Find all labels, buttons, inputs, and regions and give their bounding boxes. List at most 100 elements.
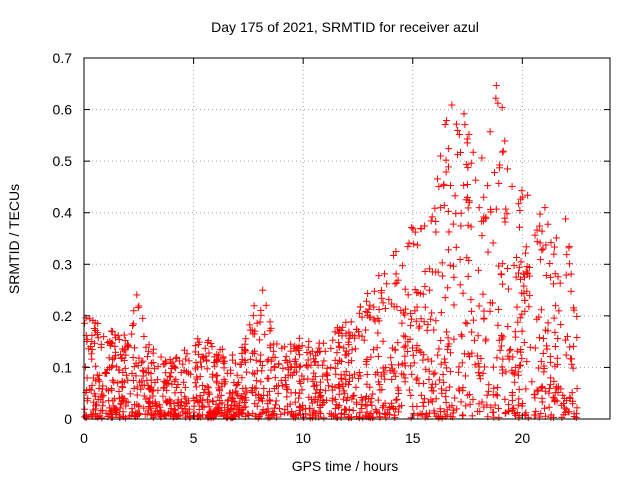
data-point <box>431 409 439 417</box>
data-point <box>511 328 519 336</box>
data-point <box>374 352 382 360</box>
data-point <box>323 376 331 384</box>
data-point <box>535 364 543 372</box>
data-point <box>172 364 180 372</box>
data-point <box>375 317 383 325</box>
data-point <box>221 357 229 365</box>
data-point <box>390 303 398 311</box>
data-point <box>376 413 384 421</box>
data-point <box>94 334 102 342</box>
data-point <box>550 377 558 385</box>
data-point <box>460 110 468 118</box>
data-point <box>551 270 559 278</box>
data-point <box>122 371 130 379</box>
data-point <box>102 409 110 417</box>
data-point <box>466 400 474 408</box>
data-point <box>419 290 427 298</box>
data-point <box>157 408 165 416</box>
data-point <box>189 394 197 402</box>
data-point <box>567 287 575 295</box>
data-point <box>345 341 353 349</box>
data-point <box>212 412 220 420</box>
data-point <box>290 369 298 377</box>
data-point <box>388 375 396 383</box>
data-point <box>238 374 246 382</box>
data-point <box>88 331 96 339</box>
data-point <box>464 164 472 172</box>
data-point <box>143 353 151 361</box>
data-point <box>442 168 450 176</box>
data-point <box>469 148 477 156</box>
data-point <box>180 346 188 354</box>
data-point <box>212 377 220 385</box>
data-point <box>424 355 432 363</box>
data-point <box>414 411 422 419</box>
data-point <box>134 304 142 312</box>
data-point <box>518 289 526 297</box>
data-point <box>420 380 428 388</box>
data-point <box>541 204 549 212</box>
data-point <box>509 369 517 377</box>
data-point <box>94 376 102 384</box>
data-point <box>360 336 368 344</box>
data-point <box>232 387 240 395</box>
data-point <box>570 410 578 418</box>
data-point <box>229 356 237 364</box>
data-point <box>451 394 459 402</box>
data-point <box>435 183 443 191</box>
data-point <box>514 368 522 376</box>
data-point <box>133 291 141 299</box>
data-point <box>266 318 274 326</box>
data-point <box>161 378 169 386</box>
data-point <box>386 411 394 419</box>
data-point <box>83 374 91 382</box>
data-point <box>546 381 554 389</box>
data-point <box>170 363 178 371</box>
data-point <box>440 408 448 416</box>
data-point <box>428 398 436 406</box>
data-point <box>520 338 528 346</box>
data-point <box>551 396 559 404</box>
data-point <box>250 350 258 358</box>
data-point <box>551 343 559 351</box>
data-point <box>501 218 509 226</box>
data-point <box>562 271 570 279</box>
data-point <box>379 337 387 345</box>
data-point <box>417 315 425 323</box>
data-point <box>237 394 245 402</box>
data-point <box>509 353 517 361</box>
data-point <box>526 292 534 300</box>
data-point <box>99 385 107 393</box>
data-point <box>348 357 356 365</box>
data-point <box>467 223 475 231</box>
data-point <box>233 381 241 389</box>
data-point <box>165 379 173 387</box>
data-point <box>521 249 529 257</box>
data-point <box>331 383 339 391</box>
data-point <box>272 397 280 405</box>
data-point <box>452 243 460 251</box>
data-point <box>135 302 143 310</box>
data-point <box>463 193 471 201</box>
data-point <box>480 363 488 371</box>
data-point <box>143 410 151 418</box>
data-point <box>266 341 274 349</box>
data-point <box>445 145 453 153</box>
data-point <box>173 383 181 391</box>
data-point <box>112 348 120 356</box>
data-point <box>213 357 221 365</box>
data-point <box>415 346 423 354</box>
data-point <box>483 391 491 399</box>
data-point <box>449 409 457 417</box>
data-point <box>353 325 361 333</box>
data-point <box>117 351 125 359</box>
data-point <box>421 267 429 275</box>
data-point <box>334 360 342 368</box>
data-point <box>560 400 568 408</box>
data-point <box>288 363 296 371</box>
data-point <box>508 396 516 404</box>
data-point <box>393 279 401 287</box>
data-point <box>230 397 238 405</box>
data-point <box>563 332 571 340</box>
data-point <box>547 374 555 382</box>
